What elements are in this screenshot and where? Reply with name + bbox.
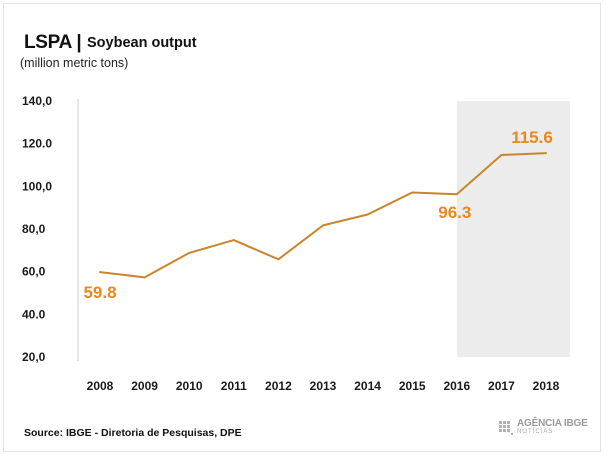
data-label: 96.3 — [438, 203, 471, 222]
data-labels: 59.8 96.3 115.6 — [83, 128, 552, 302]
y-tick-labels: 140,0 120.0 100,0 80,0 60,0 40.0 20,0 — [22, 94, 52, 364]
ibge-logo-icon — [499, 421, 513, 435]
y-tick-label: 60,0 — [22, 265, 46, 279]
logo-wordmark: AGÊNCIA IBGE — [517, 418, 588, 429]
x-tick-label: 2011 — [221, 379, 247, 393]
x-tick-label: 2009 — [131, 379, 158, 393]
line-chart: 140,0 120.0 100,0 80,0 60,0 40.0 20,0 2008 2009… — [22, 94, 570, 393]
x-tick-label: 2010 — [176, 379, 203, 393]
x-tick-label: 2014 — [354, 379, 381, 393]
y-tick-label: 80,0 — [22, 222, 46, 236]
x-tick-labels: 2008 2009 2010 2011 2012 2013 2014 2015 2016 2017… — [87, 379, 560, 393]
data-label: 115.6 — [511, 128, 553, 147]
y-tick-label: 20,0 — [22, 350, 46, 364]
unit-label: (million metric tons) — [20, 56, 129, 70]
brand-label: LSPA | — [24, 32, 82, 53]
x-tick-label: 2017 — [488, 379, 515, 393]
y-tick-label: 120.0 — [22, 137, 52, 151]
x-tick-label: 2016 — [443, 379, 470, 393]
y-tick-label: 40.0 — [22, 307, 46, 321]
y-tick-label: 140,0 — [22, 94, 52, 108]
agency-logo: AGÊNCIA IBGE NOTÍCIAS — [498, 418, 588, 440]
x-tick-label: 2008 — [87, 379, 114, 393]
x-tick-label: 2013 — [310, 379, 337, 393]
logo-subtitle: NOTÍCIAS — [517, 429, 554, 435]
highlight-region — [456, 101, 570, 357]
y-tick-label: 100,0 — [22, 179, 52, 193]
source-note: Source: IBGE - Diretoria de Pesquisas, D… — [24, 427, 242, 439]
x-tick-label: 2018 — [533, 379, 560, 393]
x-tick-label: 2012 — [265, 379, 292, 393]
data-label: 59.8 — [83, 283, 116, 302]
chart-title: Soybean output — [87, 35, 197, 51]
series-line — [99, 152, 547, 279]
x-tick-label: 2015 — [399, 379, 426, 393]
